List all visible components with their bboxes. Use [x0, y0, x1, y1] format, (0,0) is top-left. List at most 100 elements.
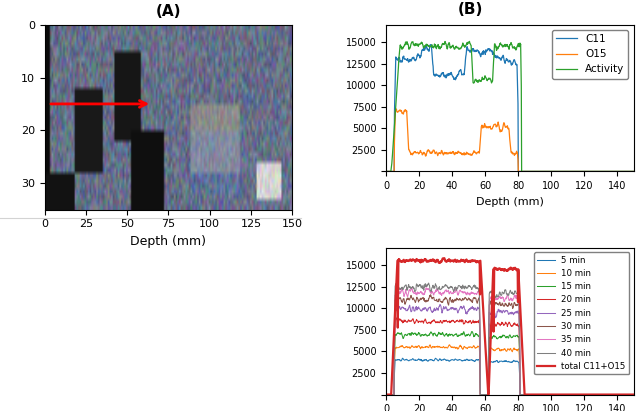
Line: 5 min: 5 min — [386, 358, 634, 395]
Title: (A): (A) — [156, 5, 181, 19]
25 min — [382, 392, 390, 397]
40 min — [630, 392, 637, 397]
total C11+O15 — [630, 392, 637, 397]
O15 — [540, 169, 548, 174]
X-axis label: Depth (mm): Depth (mm) — [131, 235, 207, 248]
Line: 10 min: 10 min — [386, 345, 634, 395]
O15 — [630, 169, 637, 174]
Line: 40 min: 40 min — [386, 283, 634, 395]
total C11+O15 — [382, 392, 390, 397]
40 min — [425, 281, 433, 286]
Line: 35 min: 35 min — [386, 288, 634, 395]
20 min — [579, 392, 586, 397]
35 min — [527, 392, 535, 397]
C11 — [382, 169, 390, 174]
40 min — [430, 286, 438, 291]
total C11+O15 — [540, 392, 548, 397]
C11 — [630, 169, 637, 174]
40 min — [579, 392, 586, 397]
total C11+O15 — [579, 392, 586, 397]
20 min — [465, 319, 472, 324]
Line: 25 min: 25 min — [386, 305, 634, 395]
40 min — [527, 392, 535, 397]
25 min — [540, 392, 548, 397]
Activity — [382, 169, 390, 174]
15 min — [468, 329, 476, 334]
5 min — [430, 358, 438, 363]
25 min — [630, 392, 637, 397]
25 min — [429, 309, 437, 314]
15 min — [493, 337, 501, 342]
25 min — [436, 302, 444, 307]
5 min — [527, 392, 535, 397]
C11 — [540, 169, 548, 174]
Activity — [527, 169, 535, 174]
10 min — [465, 345, 472, 350]
20 min — [382, 392, 390, 397]
5 min — [579, 392, 586, 397]
O15 — [465, 152, 472, 157]
total C11+O15 — [440, 256, 448, 261]
10 min — [493, 346, 501, 351]
Activity — [630, 169, 637, 174]
Line: Activity: Activity — [386, 42, 634, 171]
25 min — [579, 392, 586, 397]
10 min — [429, 345, 437, 350]
25 min — [527, 392, 535, 397]
X-axis label: Depth (mm): Depth (mm) — [476, 197, 544, 207]
Line: C11: C11 — [386, 44, 634, 171]
40 min — [540, 392, 548, 397]
Text: (B): (B) — [458, 2, 483, 17]
35 min — [630, 392, 637, 397]
5 min — [465, 358, 472, 363]
Activity — [429, 45, 437, 50]
total C11+O15 — [527, 392, 535, 397]
15 min — [429, 332, 437, 337]
O15 — [430, 148, 438, 152]
Activity — [579, 169, 586, 174]
Line: 30 min: 30 min — [386, 295, 634, 395]
C11 — [428, 42, 435, 47]
30 min — [493, 301, 501, 306]
Legend: C11, O15, Activity: C11, O15, Activity — [552, 30, 628, 79]
total C11+O15 — [493, 266, 501, 271]
C11 — [465, 48, 472, 53]
20 min — [392, 315, 400, 320]
10 min — [630, 392, 637, 397]
Line: 15 min: 15 min — [386, 332, 634, 395]
O15 — [579, 169, 586, 174]
35 min — [465, 291, 472, 296]
20 min — [430, 317, 438, 322]
20 min — [527, 392, 535, 397]
C11 — [430, 72, 438, 77]
10 min — [446, 342, 454, 347]
35 min — [430, 293, 438, 298]
5 min — [630, 392, 637, 397]
Activity — [493, 46, 501, 51]
Legend: 5 min, 10 min, 15 min, 20 min, 25 min, 30 min, 35 min, 40 min, total C11+O15: 5 min, 10 min, 15 min, 20 min, 25 min, 3… — [534, 252, 629, 374]
30 min — [427, 292, 435, 297]
10 min — [540, 392, 548, 397]
15 min — [382, 392, 390, 397]
15 min — [464, 332, 472, 337]
total C11+O15 — [465, 259, 472, 263]
40 min — [382, 392, 390, 397]
30 min — [465, 296, 472, 300]
Activity — [466, 39, 474, 44]
Line: O15: O15 — [386, 109, 634, 171]
25 min — [465, 307, 472, 312]
20 min — [540, 392, 548, 397]
35 min — [579, 392, 586, 397]
O15 — [527, 169, 535, 174]
30 min — [430, 295, 438, 300]
C11 — [579, 169, 586, 174]
5 min — [399, 356, 406, 360]
35 min — [382, 392, 390, 397]
40 min — [465, 283, 472, 288]
30 min — [579, 392, 586, 397]
30 min — [382, 392, 390, 397]
O15 — [392, 106, 400, 111]
5 min — [540, 392, 548, 397]
10 min — [579, 392, 586, 397]
Line: 20 min: 20 min — [386, 318, 634, 395]
